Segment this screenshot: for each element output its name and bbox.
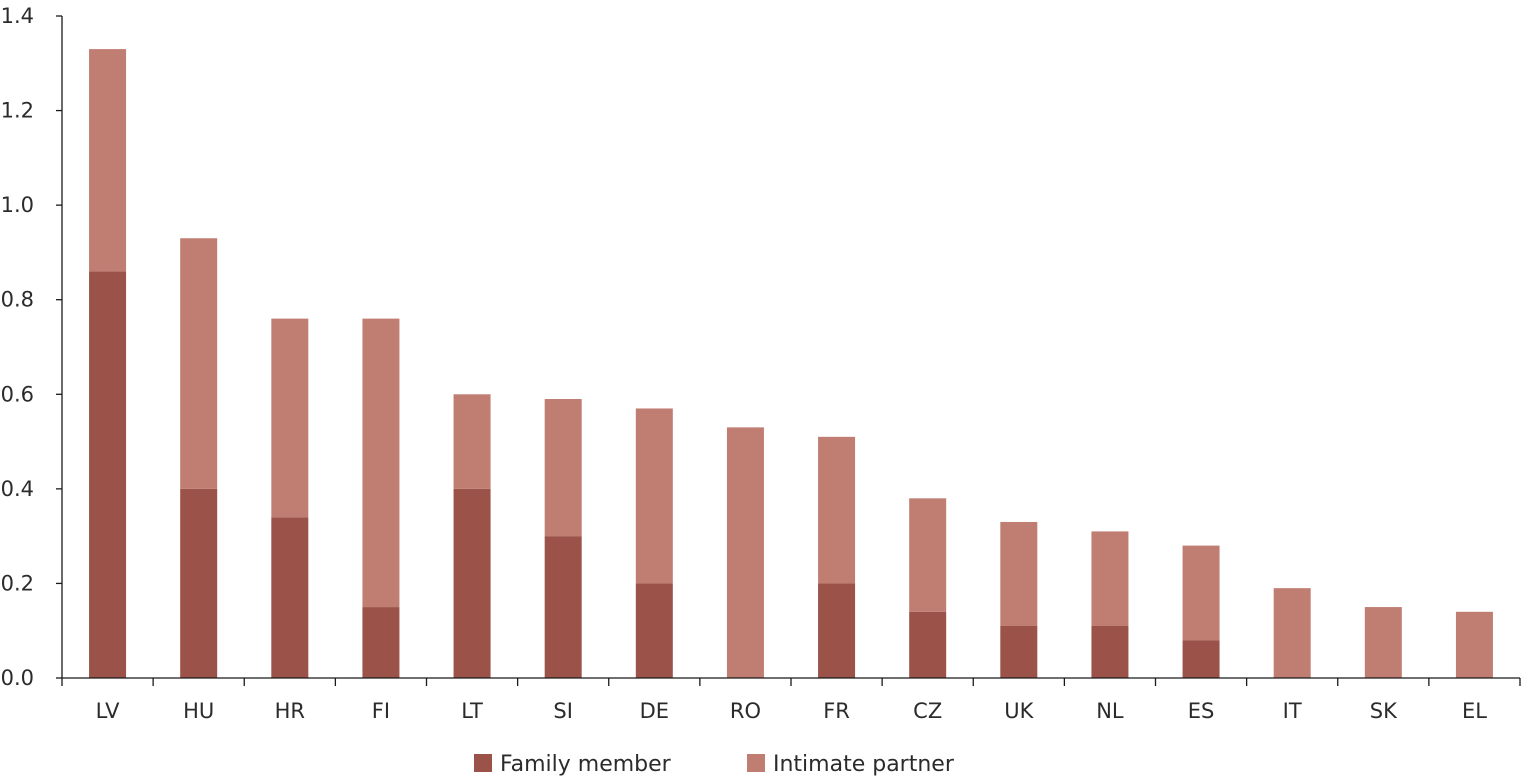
y-tick-label: 0.2 <box>1 571 34 595</box>
legend-label-intimate-partner: Intimate partner <box>773 752 955 777</box>
bar-si-intimate-partner <box>544 399 582 537</box>
bar-lv-intimate-partner <box>89 49 127 272</box>
bar-el-intimate-partner <box>1455 611 1493 678</box>
bar-uk-family-member <box>1000 625 1038 678</box>
bar-uk-intimate-partner <box>1000 521 1038 626</box>
x-tick-label-nl: NL <box>1096 699 1124 723</box>
bar-fr-intimate-partner <box>818 436 856 584</box>
x-tick-label-si: SI <box>553 699 573 723</box>
y-tick-label: 1.2 <box>1 99 34 123</box>
bar-lt-intimate-partner <box>453 394 491 489</box>
y-tick-label: 1.4 <box>1 4 34 28</box>
bar-hu-intimate-partner <box>180 238 218 489</box>
bar-de-family-member <box>635 583 673 678</box>
bar-si-family-member <box>544 536 582 678</box>
bar-hu-family-member <box>180 488 218 678</box>
y-tick-label: 0.4 <box>1 477 34 501</box>
x-tick-label-uk: UK <box>1004 699 1034 723</box>
x-axis-ticks: LV HU HR FI LT SI DE RO FR CZ UK NL ES IT SK EL <box>61 678 1521 723</box>
bar-nl-family-member <box>1091 625 1129 678</box>
bar-hr-intimate-partner <box>271 318 309 518</box>
bar-es-family-member <box>1182 640 1220 678</box>
x-tick-label-hu: HU <box>183 699 214 723</box>
bar-fi-intimate-partner <box>362 318 400 608</box>
bar-ro-intimate-partner <box>726 427 764 678</box>
x-tick-label-ro: RO <box>730 699 761 723</box>
y-axis-ticks: 0.0 0.2 0.4 0.6 0.8 1.0 1.2 1.4 <box>1 4 62 690</box>
bar-fr-family-member <box>818 583 856 678</box>
bar-nl-intimate-partner <box>1091 531 1129 626</box>
bar-lt-family-member <box>453 488 491 678</box>
bar-it-intimate-partner <box>1273 588 1311 678</box>
y-tick-label: 0.0 <box>1 666 34 690</box>
bar-cz-family-member <box>909 611 947 678</box>
x-tick-label-lv: LV <box>96 699 120 723</box>
x-tick-label-hr: HR <box>275 699 305 723</box>
bar-fi-family-member <box>362 607 400 678</box>
x-tick-label-cz: CZ <box>913 699 942 723</box>
x-tick-label-de: DE <box>640 699 669 723</box>
legend-swatch-intimate-partner <box>747 754 765 772</box>
bar-sk-intimate-partner <box>1364 607 1402 678</box>
bar-cz-intimate-partner <box>909 498 947 612</box>
bar-de-intimate-partner <box>635 408 673 584</box>
x-tick-label-lt: LT <box>461 699 483 723</box>
y-tick-label: 1.0 <box>1 193 34 217</box>
legend-swatch-family-member <box>474 754 492 772</box>
x-tick-label-fi: FI <box>372 699 390 723</box>
x-tick-label-es: ES <box>1188 699 1215 723</box>
bar-lv-family-member <box>89 271 127 678</box>
bar-es-intimate-partner <box>1182 545 1220 641</box>
bar-hr-family-member <box>271 517 309 678</box>
x-tick-label-it: IT <box>1283 699 1302 723</box>
legend: Family member Intimate partner <box>474 752 955 777</box>
x-tick-label-el: EL <box>1462 699 1487 723</box>
legend-label-family-member: Family member <box>500 752 672 777</box>
y-tick-label: 0.8 <box>1 288 34 312</box>
x-tick-label-sk: SK <box>1370 699 1398 723</box>
bars <box>89 49 1493 678</box>
y-tick-label: 0.6 <box>1 382 34 406</box>
x-tick-label-fr: FR <box>823 699 850 723</box>
